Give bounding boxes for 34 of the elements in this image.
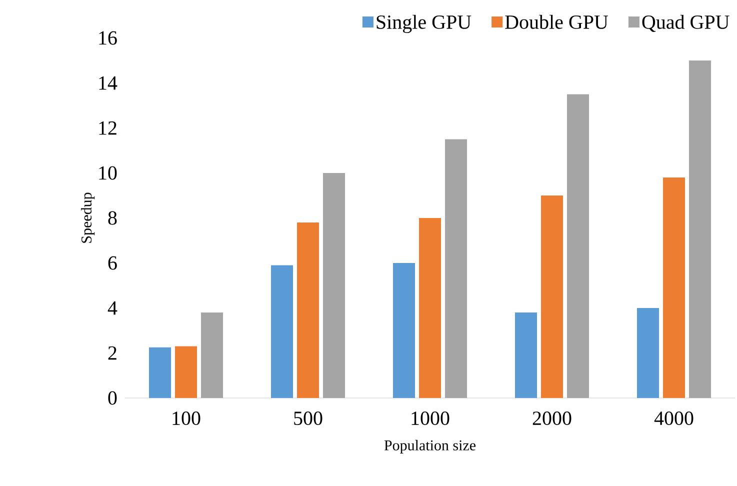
bar bbox=[297, 222, 319, 398]
bar bbox=[688, 60, 711, 398]
bar bbox=[662, 177, 685, 398]
y-tick-label: 14 bbox=[99, 76, 118, 90]
x-tick-label: 500 bbox=[294, 412, 322, 426]
legend-label: Double GPU bbox=[505, 14, 608, 29]
bar bbox=[445, 139, 467, 398]
x-tick-label: 1000 bbox=[412, 412, 450, 426]
bar bbox=[540, 195, 563, 398]
bar bbox=[636, 308, 659, 398]
bar bbox=[271, 265, 293, 398]
legend-label: Single GPU bbox=[376, 14, 472, 34]
x-tick-label: 100 bbox=[172, 412, 200, 426]
bar bbox=[419, 218, 441, 398]
legend-label: Quad GPU bbox=[642, 14, 730, 32]
bar bbox=[201, 312, 224, 398]
bar bbox=[514, 312, 537, 398]
y-tick-label: 10 bbox=[99, 166, 117, 180]
y-tick-label: 16 bbox=[99, 31, 117, 45]
y-axis-title: Speedup bbox=[81, 192, 95, 243]
y-tick-label: 0 bbox=[108, 391, 117, 405]
x-tick-label: 2000 bbox=[532, 412, 572, 426]
x-axis-title: Population size bbox=[384, 440, 476, 454]
bar bbox=[566, 94, 589, 398]
y-tick-label: 12 bbox=[99, 121, 116, 135]
bar bbox=[149, 347, 172, 398]
bar bbox=[392, 262, 415, 398]
y-tick-label: 4 bbox=[108, 301, 118, 315]
x-tick-label: 4000 bbox=[654, 412, 694, 426]
bar bbox=[175, 346, 198, 398]
y-tick-label: 8 bbox=[108, 211, 117, 225]
y-tick-label: 2 bbox=[108, 346, 116, 360]
y-tick-label: 6 bbox=[108, 256, 117, 270]
bar bbox=[323, 172, 345, 398]
